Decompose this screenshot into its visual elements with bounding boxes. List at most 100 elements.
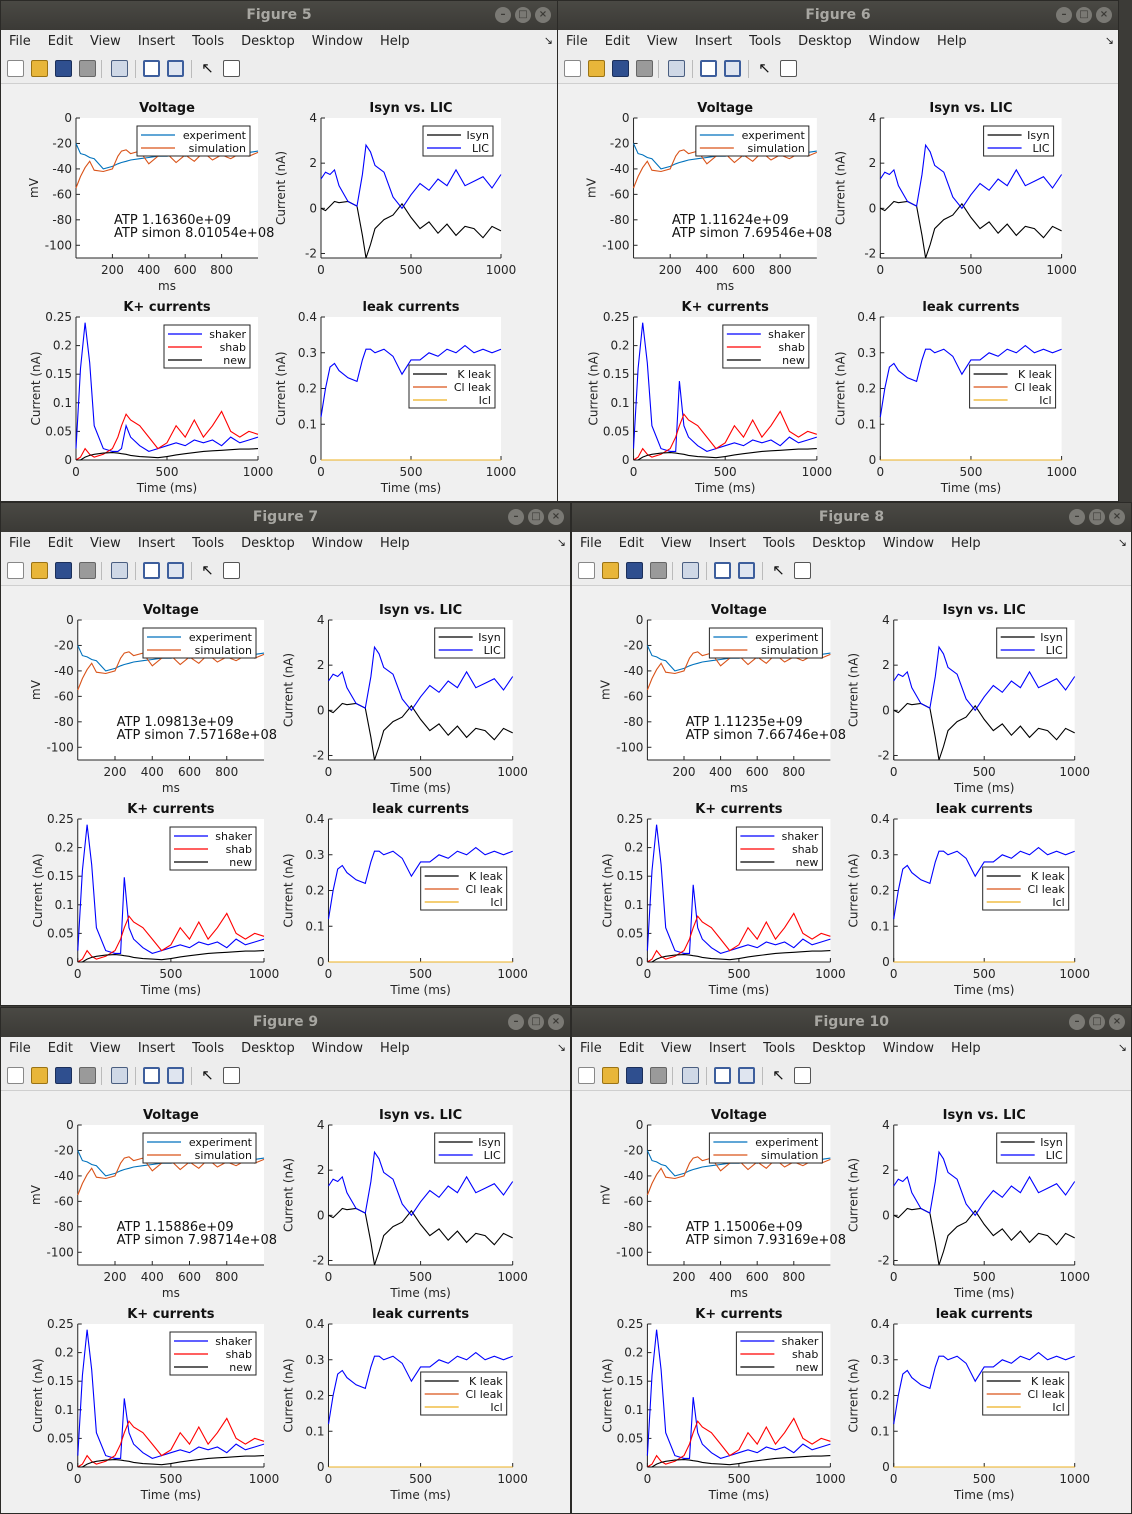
menu-desktop[interactable]: Desktop xyxy=(812,536,866,551)
menu-edit[interactable]: Edit xyxy=(618,1041,644,1056)
link-icon[interactable] xyxy=(111,1067,128,1084)
dock-icon[interactable] xyxy=(794,1067,811,1084)
kplus-axes[interactable]: K+ currents 0.25 0.2 0.15 0.1 0.05 00 500 1000 Cu… xyxy=(29,300,273,495)
voltage-axes[interactable]: Voltage 0 -20 -40 -60 -80 -100 200 400 600 800 mV ms… xyxy=(27,101,274,293)
legend-icon[interactable] xyxy=(738,562,755,579)
link-icon[interactable] xyxy=(668,60,685,77)
figure-canvas[interactable]: Voltage 0 -20 -40 -60 -80 -100 200 400 600 800 mV ms… xyxy=(1,84,557,501)
maximize-button[interactable]: □ xyxy=(1076,7,1092,23)
menu-file[interactable]: File xyxy=(580,1041,602,1056)
pointer-arrow-icon[interactable]: ↖ xyxy=(201,561,214,579)
minimize-button[interactable]: – xyxy=(508,1014,524,1030)
close-button[interactable]: × xyxy=(1096,7,1112,23)
open-file-icon[interactable] xyxy=(602,1067,619,1084)
menu-file[interactable]: File xyxy=(580,536,602,551)
link-icon[interactable] xyxy=(682,562,699,579)
menu-file[interactable]: File xyxy=(9,34,31,49)
pointer-arrow-icon[interactable]: ↖ xyxy=(772,561,785,579)
save-icon[interactable] xyxy=(612,60,629,77)
menu-insert[interactable]: Insert xyxy=(137,536,176,551)
leak-axes[interactable]: leak currents 0.4 0.3 0.2 0.1 00 500 1000 Curren… xyxy=(281,1307,527,1502)
kplus-axes[interactable]: K+ currents 0.25 0.2 0.15 0.1 0.05 00 500 1000 Cu… xyxy=(31,1307,280,1502)
link-icon[interactable] xyxy=(682,1067,699,1084)
figure-canvas[interactable]: Voltage 0 -20 -40 -60 -80 -100 200 400 600 800 mV ms… xyxy=(572,586,1131,1005)
kplus-axes[interactable]: K+ currents 0.25 0.2 0.15 0.1 0.05 00 500 1000 Cu… xyxy=(600,802,845,997)
kplus-axes[interactable]: K+ currents 0.25 0.2 0.15 0.1 0.05 00 500 1000 Cu… xyxy=(31,802,280,997)
menu-edit[interactable]: Edit xyxy=(618,536,644,551)
colorbar-icon[interactable] xyxy=(700,60,717,77)
pointer-arrow-icon[interactable]: ↖ xyxy=(772,1066,785,1084)
maximize-button[interactable]: □ xyxy=(515,7,531,23)
menu-window[interactable]: Window xyxy=(882,1041,935,1056)
menu-view[interactable]: View xyxy=(660,536,692,551)
new-figure-icon[interactable] xyxy=(7,1067,24,1084)
dock-icon[interactable] xyxy=(223,60,240,77)
menu-tools[interactable]: Tools xyxy=(192,1041,225,1056)
maximize-button[interactable]: □ xyxy=(528,1014,544,1030)
save-icon[interactable] xyxy=(626,562,643,579)
menu-desktop[interactable]: Desktop xyxy=(798,34,852,49)
figure-window[interactable]: Figure 10 – □ × File Edit View Insert Tools Deskt… xyxy=(571,1007,1132,1514)
print-icon[interactable] xyxy=(636,60,653,77)
menu-tools[interactable]: Tools xyxy=(763,536,796,551)
minimize-button[interactable]: – xyxy=(1069,509,1085,525)
pointer-arrow-icon[interactable]: ↖ xyxy=(201,59,214,77)
menu-help[interactable]: Help xyxy=(380,34,410,49)
menu-view[interactable]: View xyxy=(89,536,121,551)
menu-window[interactable]: Window xyxy=(311,536,364,551)
kplus-axes[interactable]: K+ currents 0.25 0.2 0.15 0.1 0.05 00 500 1000 Cu… xyxy=(587,300,833,495)
menu-desktop[interactable]: Desktop xyxy=(241,536,295,551)
menu-view[interactable]: View xyxy=(646,34,678,49)
menu-corner-arrow-icon[interactable]: ↘ xyxy=(556,1041,566,1054)
voltage-axes[interactable]: Voltage 0 -20 -40 -60 -80 -100 200 400 600 800 mV ms… xyxy=(598,1108,846,1300)
dock-icon[interactable] xyxy=(780,60,797,77)
menu-insert[interactable]: Insert xyxy=(708,536,747,551)
colorbar-icon[interactable] xyxy=(143,562,160,579)
figure-canvas[interactable]: Voltage 0 -20 -40 -60 -80 -100 200 400 600 800 mV ms… xyxy=(558,84,1118,501)
figure-window[interactable]: Figure 6 – □ × File Edit View Insert Tools Deskto… xyxy=(557,0,1119,502)
colorbar-icon[interactable] xyxy=(143,1067,160,1084)
minimize-button[interactable]: – xyxy=(495,7,511,23)
window-titlebar[interactable]: Figure 9 – □ × xyxy=(1,1008,570,1037)
print-icon[interactable] xyxy=(79,1067,96,1084)
colorbar-icon[interactable] xyxy=(714,1067,731,1084)
figure-canvas[interactable]: Voltage 0 -20 -40 -60 -80 -100 200 400 600 800 mV ms… xyxy=(1,586,570,1005)
minimize-button[interactable]: – xyxy=(508,509,524,525)
leak-axes[interactable]: leak currents 0.4 0.3 0.2 0.1 00 500 1000 Curren… xyxy=(833,300,1077,495)
menu-file[interactable]: File xyxy=(9,1041,31,1056)
save-icon[interactable] xyxy=(626,1067,643,1084)
menu-view[interactable]: View xyxy=(89,1041,121,1056)
print-icon[interactable] xyxy=(79,60,96,77)
menu-window[interactable]: Window xyxy=(311,1041,364,1056)
open-file-icon[interactable] xyxy=(588,60,605,77)
figure-window[interactable]: Figure 9 – □ × File Edit View Insert Tools Deskto… xyxy=(0,1007,571,1514)
open-file-icon[interactable] xyxy=(31,562,48,579)
close-button[interactable]: × xyxy=(535,7,551,23)
window-titlebar[interactable]: Figure 10 – □ × xyxy=(572,1008,1131,1037)
open-file-icon[interactable] xyxy=(31,1067,48,1084)
menu-desktop[interactable]: Desktop xyxy=(241,34,295,49)
menu-desktop[interactable]: Desktop xyxy=(812,1041,866,1056)
menu-insert[interactable]: Insert xyxy=(137,34,176,49)
menu-window[interactable]: Window xyxy=(311,34,364,49)
